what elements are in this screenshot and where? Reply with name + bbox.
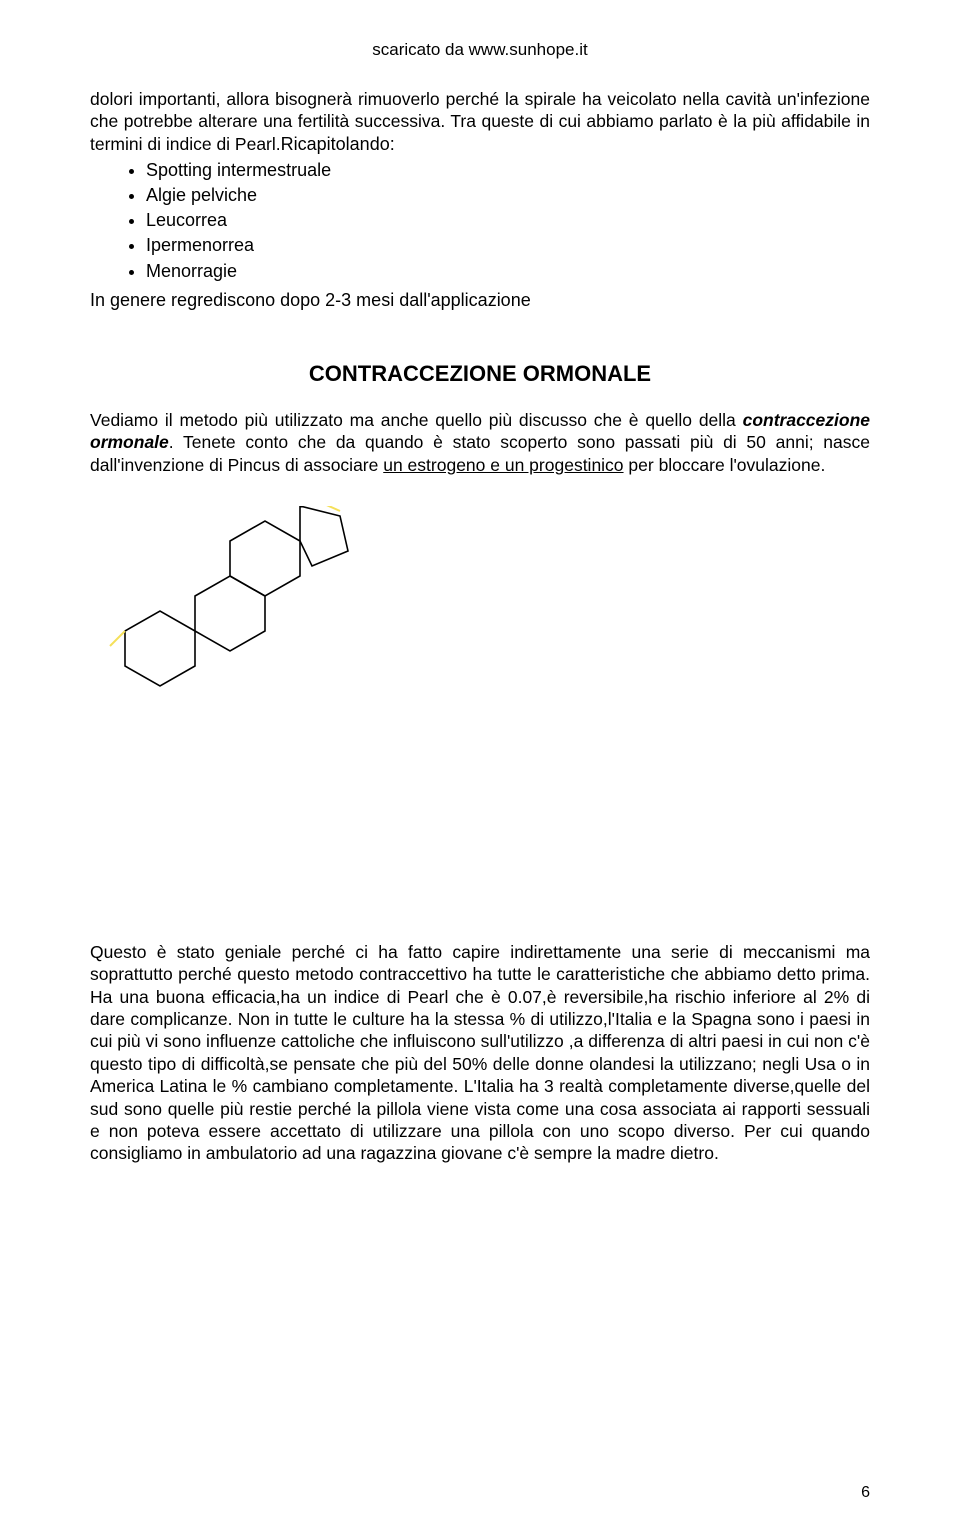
document-page: scaricato da www.sunhope.it dolori impor…: [0, 0, 960, 1520]
ricap-label: Ricapitolando:: [281, 134, 395, 154]
list-item: Menorragie: [146, 259, 870, 284]
ricap-list: Spotting intermestruale Algie pelviche L…: [90, 158, 870, 284]
intro-paragraph: dolori importanti, allora bisognerà rimu…: [90, 88, 870, 156]
chemical-structure-icon: [90, 506, 400, 716]
paragraph-3: Questo è stato geniale perché ci ha fatt…: [90, 941, 870, 1165]
steroid-skeleton-diagram: [90, 506, 870, 721]
vertical-spacer: [90, 761, 870, 941]
intro-text: dolori importanti, allora bisognerà rimu…: [90, 89, 870, 154]
section-title: CONTRACCEZIONE ORMONALE: [90, 361, 870, 387]
note-line: In genere regrediscono dopo 2-3 mesi dal…: [90, 290, 870, 311]
list-item: Spotting intermestruale: [146, 158, 870, 183]
page-number: 6: [861, 1484, 870, 1502]
header-source-line: scaricato da www.sunhope.it: [90, 40, 870, 60]
p2-text-1: Vediamo il metodo più utilizzato ma anch…: [90, 410, 743, 430]
list-item: Algie pelviche: [146, 183, 870, 208]
list-item: Ipermenorrea: [146, 233, 870, 258]
p2-underline-term: un estrogeno e un progestinico: [383, 455, 623, 475]
list-item: Leucorrea: [146, 208, 870, 233]
p2-text-3: per bloccare l'ovulazione.: [624, 455, 826, 475]
paragraph-2: Vediamo il metodo più utilizzato ma anch…: [90, 409, 870, 476]
